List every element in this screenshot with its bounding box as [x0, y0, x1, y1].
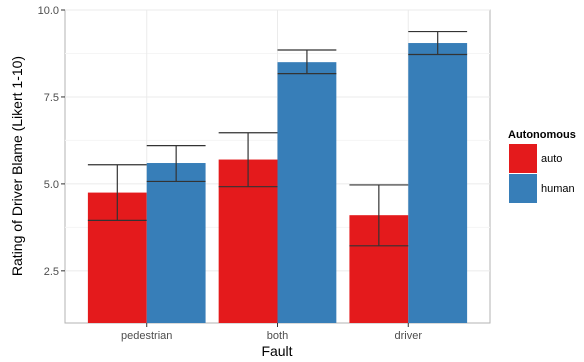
bar-human-both — [277, 62, 337, 324]
legend: Autonomous auto human — [508, 129, 576, 203]
y-axis-title: Rating of Driver Blame (Likert 1-10) — [9, 56, 25, 276]
bar-human-pedestrian — [146, 163, 206, 323]
x-axis-title: Fault — [261, 343, 292, 359]
x-tick-label-pedestrian: pedestrian — [121, 330, 172, 342]
x-tick-label-both: both — [267, 330, 288, 342]
y-tick-label: 2.5 — [44, 266, 59, 278]
x-tick-label-driver: driver — [395, 330, 423, 342]
legend-key-auto — [509, 144, 537, 173]
y-tick-label: 10.0 — [38, 5, 59, 17]
y-axis: 2.5 5.0 7.5 10.0 — [38, 5, 65, 278]
legend-label-human: human — [541, 183, 575, 195]
y-tick-label: 7.5 — [44, 92, 59, 104]
legend-title: Autonomous — [508, 129, 576, 141]
y-tick-label: 5.0 — [44, 179, 59, 191]
bar-human-driver — [408, 43, 468, 324]
x-axis: pedestrian both driver — [121, 323, 422, 342]
error-bars — [87, 30, 468, 247]
legend-key-human — [509, 174, 537, 203]
legend-label-auto: auto — [541, 153, 562, 165]
